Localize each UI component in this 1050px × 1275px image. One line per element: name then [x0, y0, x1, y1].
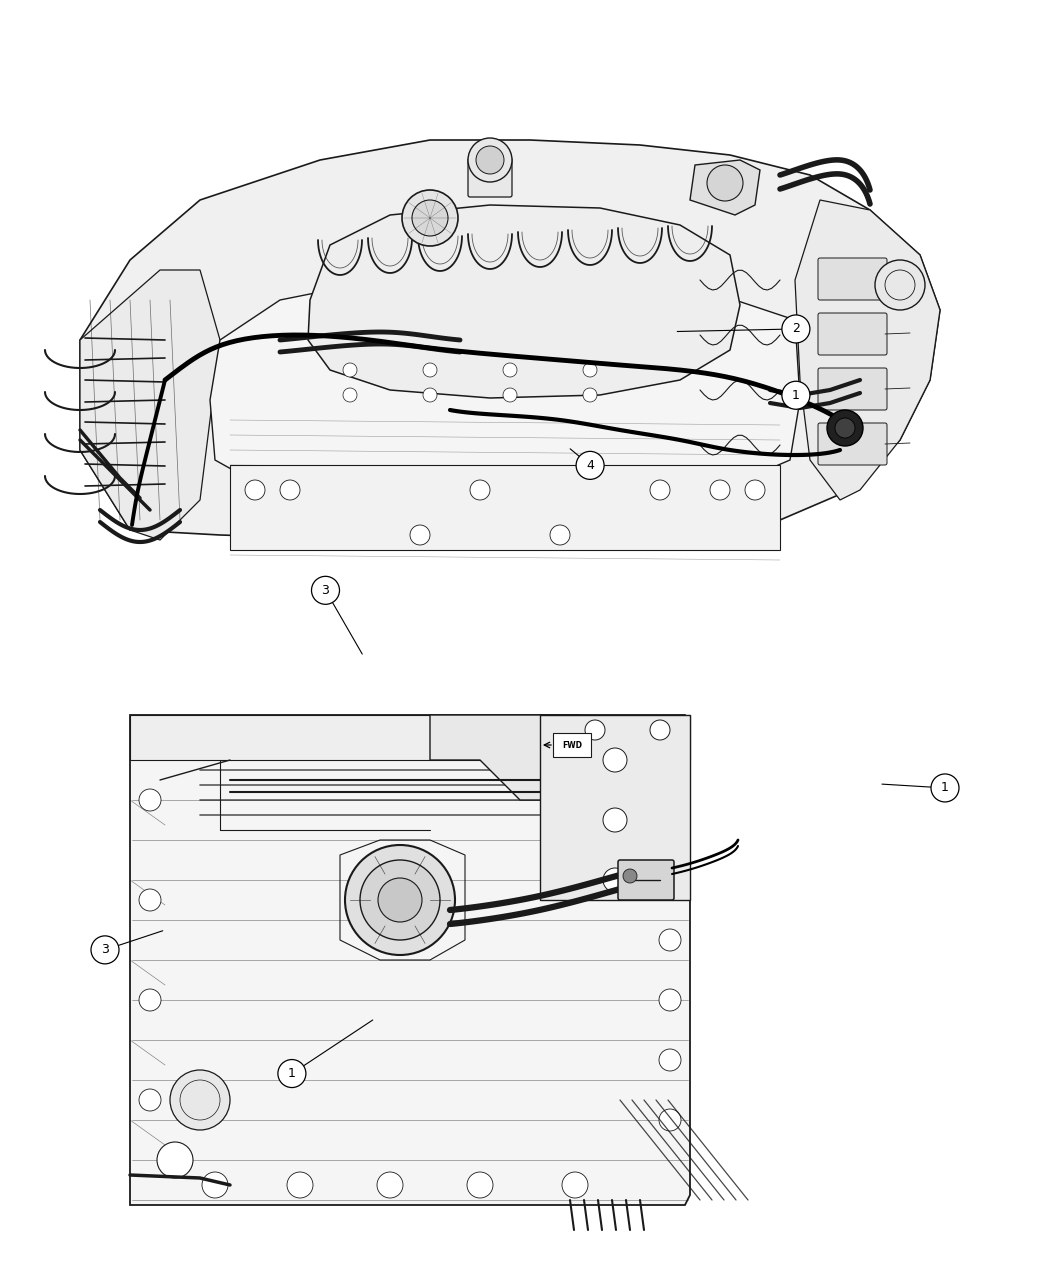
Circle shape	[377, 1172, 403, 1198]
Circle shape	[603, 748, 627, 771]
Polygon shape	[130, 715, 690, 760]
Circle shape	[245, 479, 265, 500]
Circle shape	[412, 200, 448, 236]
Circle shape	[710, 479, 730, 500]
Circle shape	[139, 889, 161, 912]
Circle shape	[280, 479, 300, 500]
Circle shape	[468, 138, 512, 182]
Circle shape	[410, 525, 430, 544]
Polygon shape	[130, 715, 690, 1205]
Polygon shape	[80, 270, 220, 541]
FancyBboxPatch shape	[818, 312, 887, 354]
Circle shape	[835, 418, 855, 439]
Circle shape	[603, 868, 627, 892]
Circle shape	[139, 989, 161, 1011]
Circle shape	[503, 363, 517, 377]
Polygon shape	[430, 715, 580, 799]
Circle shape	[423, 363, 437, 377]
Text: FWD: FWD	[562, 741, 582, 750]
Circle shape	[585, 720, 605, 739]
Circle shape	[503, 388, 517, 402]
Circle shape	[423, 388, 437, 402]
Circle shape	[312, 576, 339, 604]
Circle shape	[583, 388, 597, 402]
Circle shape	[827, 411, 863, 446]
Circle shape	[476, 147, 504, 173]
Polygon shape	[210, 275, 800, 507]
FancyBboxPatch shape	[818, 368, 887, 411]
Polygon shape	[230, 465, 780, 550]
Circle shape	[402, 190, 458, 246]
Circle shape	[470, 479, 490, 500]
Circle shape	[562, 1172, 588, 1198]
Circle shape	[139, 789, 161, 811]
Text: 1: 1	[941, 782, 949, 794]
Circle shape	[139, 1089, 161, 1111]
Circle shape	[343, 388, 357, 402]
Circle shape	[576, 451, 604, 479]
Circle shape	[650, 720, 670, 739]
Circle shape	[583, 363, 597, 377]
Circle shape	[931, 774, 959, 802]
Circle shape	[659, 989, 681, 1011]
Circle shape	[659, 1049, 681, 1071]
Polygon shape	[308, 205, 740, 398]
Circle shape	[746, 479, 765, 500]
Circle shape	[345, 845, 455, 955]
FancyBboxPatch shape	[468, 158, 512, 198]
Polygon shape	[690, 159, 760, 215]
FancyBboxPatch shape	[618, 861, 674, 900]
Text: 2: 2	[792, 323, 800, 335]
Circle shape	[623, 870, 637, 884]
Text: 1: 1	[288, 1067, 296, 1080]
Circle shape	[467, 1172, 493, 1198]
Circle shape	[343, 363, 357, 377]
FancyBboxPatch shape	[818, 258, 887, 300]
Circle shape	[360, 861, 440, 940]
Circle shape	[707, 164, 743, 201]
FancyBboxPatch shape	[553, 733, 591, 757]
Circle shape	[91, 936, 119, 964]
Circle shape	[603, 808, 627, 833]
Circle shape	[659, 929, 681, 951]
Polygon shape	[80, 140, 940, 548]
Circle shape	[287, 1172, 313, 1198]
Text: 3: 3	[101, 944, 109, 956]
Polygon shape	[795, 200, 940, 500]
Circle shape	[650, 479, 670, 500]
Circle shape	[550, 525, 570, 544]
Circle shape	[170, 1070, 230, 1130]
Circle shape	[782, 381, 810, 409]
Text: 4: 4	[586, 459, 594, 472]
Circle shape	[158, 1142, 193, 1178]
Circle shape	[782, 315, 810, 343]
FancyBboxPatch shape	[818, 423, 887, 465]
Circle shape	[378, 878, 422, 922]
Circle shape	[202, 1172, 228, 1198]
Circle shape	[278, 1060, 306, 1088]
Circle shape	[875, 260, 925, 310]
Polygon shape	[540, 715, 690, 900]
Circle shape	[659, 1109, 681, 1131]
Text: 3: 3	[321, 584, 330, 597]
Text: 1: 1	[792, 389, 800, 402]
